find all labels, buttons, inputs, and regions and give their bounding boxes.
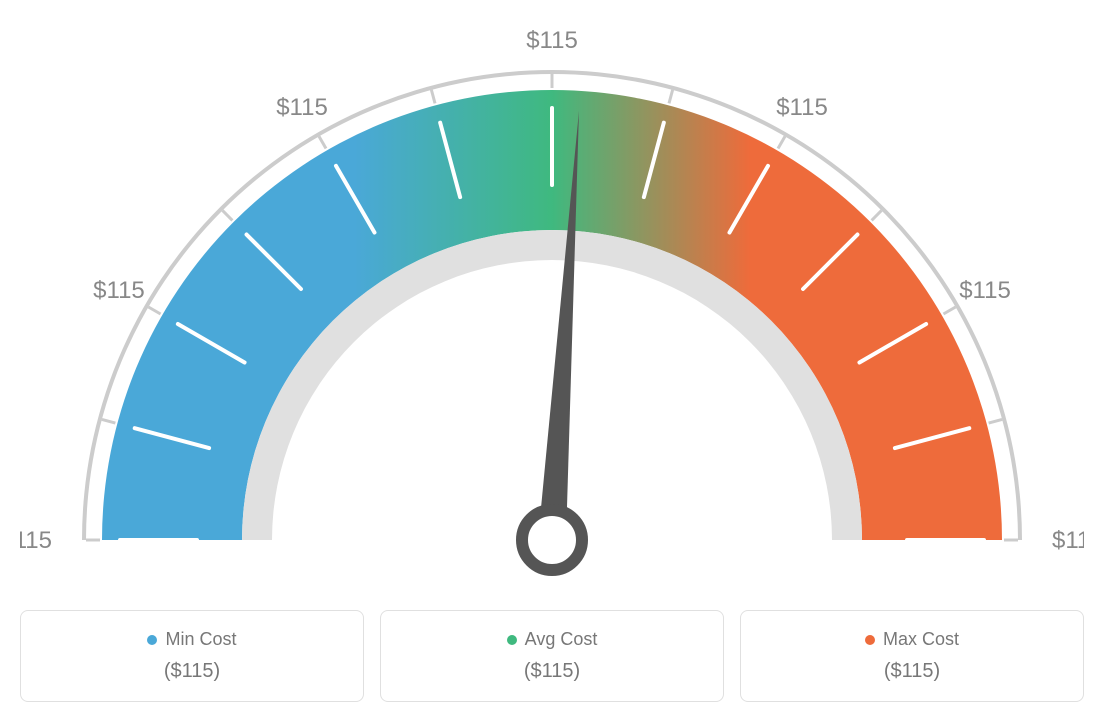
circle-icon	[147, 635, 157, 645]
gauge-svg: $115 $115 $115 $115 $115 $115 $115	[20, 20, 1084, 580]
max-cost-value: ($115)	[761, 660, 1063, 683]
circle-icon	[865, 635, 875, 645]
min-cost-value: ($115)	[41, 660, 343, 683]
min-cost-card: Min Cost ($115)	[20, 610, 364, 702]
min-cost-label: Min Cost	[165, 629, 236, 650]
svg-text:$115: $115	[776, 94, 828, 121]
svg-text:$115: $115	[93, 277, 145, 304]
max-cost-card: Max Cost ($115)	[740, 610, 1084, 702]
svg-text:$115: $115	[526, 27, 578, 54]
svg-text:$115: $115	[20, 527, 52, 554]
max-cost-label: Max Cost	[883, 629, 959, 650]
circle-icon	[507, 635, 517, 645]
avg-cost-value: ($115)	[401, 660, 703, 683]
avg-cost-card: Avg Cost ($115)	[380, 610, 724, 702]
avg-cost-label: Avg Cost	[525, 629, 598, 650]
gauge-chart: $115 $115 $115 $115 $115 $115 $115 Min Cost ($…	[20, 20, 1084, 702]
svg-text:$115: $115	[276, 94, 328, 121]
summary-cards: Min Cost ($115) Avg Cost ($115) Max Cost…	[20, 610, 1084, 702]
svg-text:$115: $115	[959, 277, 1011, 304]
svg-text:$115: $115	[1052, 527, 1084, 554]
